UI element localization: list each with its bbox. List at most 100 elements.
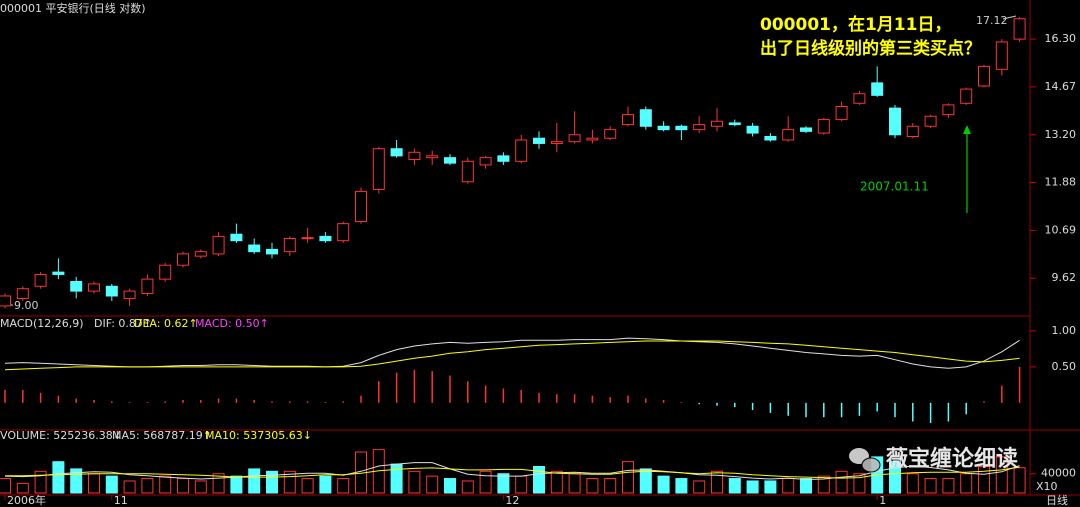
candle-body [639, 109, 652, 127]
volume-bar [675, 478, 688, 494]
volume-bar [711, 470, 723, 494]
volume-bar [337, 478, 350, 494]
y-tick-label: 10.69 [1045, 223, 1077, 236]
candle-body [372, 148, 385, 190]
candle-body [853, 93, 866, 104]
volume-bar [230, 475, 243, 494]
candle-body [159, 264, 172, 280]
candle-body [34, 273, 47, 287]
candle-body [995, 41, 1008, 70]
x-tick-label: 1 [879, 494, 886, 507]
macd-header: MACD(12,26,9) [0, 317, 84, 330]
candle-body [123, 290, 136, 299]
candle-body [889, 107, 901, 136]
volume-bar [319, 475, 332, 494]
period-label: 日线 [1046, 493, 1068, 507]
chart-title: 000001 平安银行(日线 对数) [0, 1, 146, 15]
candle-body [301, 237, 314, 240]
unit-label: X10 [1036, 480, 1058, 493]
volume-bar [550, 470, 563, 494]
candle-body [230, 233, 243, 242]
volume-header: VOLUME: 525236.38↓ [0, 429, 122, 442]
indicator-line [5, 466, 1020, 479]
y-tick-label: 1.00 [1052, 324, 1077, 337]
candle-body [622, 114, 634, 126]
indicator-line [4, 340, 1020, 371]
candle-body [444, 157, 456, 164]
candle-body [942, 104, 955, 116]
watermark: 薇宝缠论细读 [886, 446, 1018, 472]
high-label: 17.12 [976, 14, 1008, 27]
candle-body [355, 190, 367, 223]
y-tick-label: 0.50 [1052, 360, 1077, 373]
candle-body [657, 125, 670, 131]
date-note: 2007.01.11 [860, 180, 929, 194]
candle-body [924, 115, 937, 127]
signal-arrowhead [963, 125, 971, 134]
volume-bar [159, 475, 172, 494]
candle-body [105, 285, 118, 297]
volume-bar [515, 475, 528, 494]
ma10-header: MA10: 537305.63↓ [205, 429, 312, 442]
dif-header: DIF: 0.87↑ [94, 317, 152, 330]
volume-bar [657, 475, 670, 494]
volume-bar [283, 470, 296, 494]
volume-bar [622, 461, 634, 494]
candle-body [675, 125, 688, 131]
volume-bar [52, 461, 65, 494]
volume-bar [461, 480, 474, 494]
volume-bar [497, 473, 510, 494]
candle-body [728, 122, 741, 126]
candle-body [390, 148, 403, 157]
indicator-line [4, 337, 1020, 369]
annotation: 出了日线级别的第三类买点？ [760, 38, 981, 59]
candle-body [88, 283, 100, 292]
volume-bar [212, 473, 225, 494]
volume-bar [746, 480, 759, 494]
volume-bar [835, 470, 848, 494]
candle-body [283, 238, 296, 253]
candle-body [497, 155, 510, 162]
macd-value-header: MACD: 0.50↑ [195, 317, 269, 330]
x-tick-label: 11 [114, 494, 128, 507]
x-tick-label: 12 [505, 494, 519, 507]
volume-bar [764, 480, 777, 494]
candle-body [337, 223, 350, 242]
candle-body [141, 278, 154, 295]
volume-bar [782, 478, 795, 494]
candle-body [515, 139, 528, 162]
volume-bar [248, 468, 261, 494]
volume-bar [906, 473, 919, 494]
candle-body [693, 124, 706, 131]
volume-bar [16, 482, 29, 494]
volume-bar [479, 470, 492, 494]
candle-body [0, 295, 11, 307]
y-tick-label: 11.88 [1045, 176, 1077, 189]
volume-bar [960, 473, 973, 494]
volume-bar [266, 470, 278, 494]
candle-body [426, 155, 439, 159]
candle-body [960, 88, 973, 104]
candle-body [194, 251, 207, 257]
candle-body [586, 137, 599, 141]
volume-bar [942, 478, 955, 494]
volume-bar [88, 473, 100, 494]
candle-body [906, 125, 919, 137]
y-tick-label: 40000 [1041, 467, 1076, 480]
candle-body [604, 129, 617, 139]
candle-body [978, 65, 990, 87]
annotation: 000001，在1月11日， [760, 14, 951, 35]
candle-body [408, 151, 421, 160]
volume-bar [800, 478, 812, 494]
candle-body [248, 244, 261, 253]
ma5-header: MA5: 568787.19↑ [112, 429, 212, 442]
volume-bar [889, 461, 901, 494]
volume-bar [444, 478, 456, 494]
candle-body [764, 135, 777, 141]
volume-bar [978, 466, 990, 494]
volume-bar [995, 456, 1008, 494]
volume-bar [105, 475, 118, 494]
candle-body [533, 137, 545, 144]
low-label: 9.00 [14, 299, 39, 312]
